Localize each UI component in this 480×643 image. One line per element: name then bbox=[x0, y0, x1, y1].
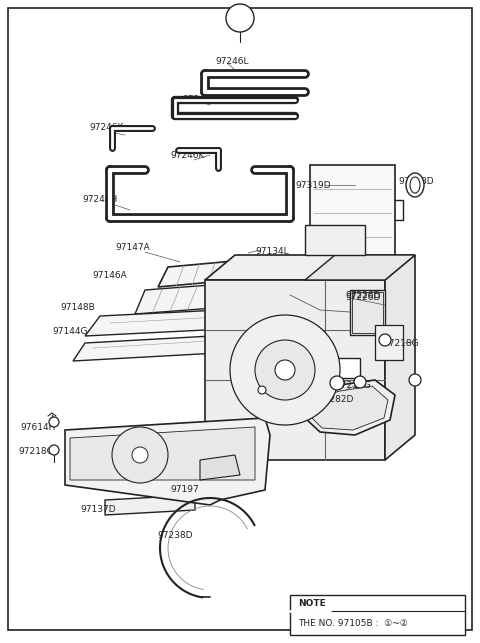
Text: 97134L: 97134L bbox=[255, 248, 288, 257]
Circle shape bbox=[409, 374, 421, 386]
Text: 97218G: 97218G bbox=[18, 448, 54, 457]
Circle shape bbox=[275, 360, 295, 380]
Polygon shape bbox=[310, 165, 395, 285]
Text: 97147A: 97147A bbox=[115, 244, 150, 253]
Polygon shape bbox=[295, 358, 360, 378]
Text: 97319D: 97319D bbox=[295, 181, 331, 190]
Polygon shape bbox=[385, 255, 415, 460]
Text: 97137D: 97137D bbox=[80, 505, 116, 514]
Circle shape bbox=[112, 427, 168, 483]
Polygon shape bbox=[350, 290, 385, 335]
Polygon shape bbox=[85, 308, 260, 336]
Text: 97148B: 97148B bbox=[60, 303, 95, 312]
Circle shape bbox=[354, 376, 366, 388]
Circle shape bbox=[230, 315, 340, 425]
Text: 97067: 97067 bbox=[258, 388, 287, 397]
Polygon shape bbox=[105, 495, 195, 515]
Polygon shape bbox=[305, 225, 365, 255]
Text: 97246K: 97246K bbox=[89, 123, 123, 132]
Polygon shape bbox=[305, 380, 395, 435]
Text: 97146A: 97146A bbox=[92, 271, 127, 280]
Polygon shape bbox=[352, 292, 383, 333]
Polygon shape bbox=[70, 427, 255, 480]
Text: 97246H: 97246H bbox=[82, 195, 117, 204]
Text: 97159C: 97159C bbox=[280, 343, 315, 352]
Text: 97100E: 97100E bbox=[297, 363, 329, 372]
Text: 97218G: 97218G bbox=[335, 381, 371, 390]
Polygon shape bbox=[200, 455, 240, 480]
Polygon shape bbox=[310, 386, 388, 430]
Circle shape bbox=[379, 334, 391, 346]
Ellipse shape bbox=[410, 177, 420, 193]
Polygon shape bbox=[205, 255, 415, 280]
Text: 97100E: 97100E bbox=[291, 363, 325, 372]
Polygon shape bbox=[205, 280, 385, 460]
Circle shape bbox=[226, 4, 254, 32]
Text: NOTE: NOTE bbox=[298, 599, 326, 608]
Text: 97108D: 97108D bbox=[398, 177, 433, 186]
Text: 97246J: 97246J bbox=[182, 96, 213, 105]
Polygon shape bbox=[305, 255, 415, 280]
Text: 97614H: 97614H bbox=[20, 424, 55, 433]
Circle shape bbox=[255, 340, 315, 400]
Text: 97246L: 97246L bbox=[215, 57, 249, 66]
Text: 97246K: 97246K bbox=[170, 150, 204, 159]
Text: 97238D: 97238D bbox=[157, 530, 192, 539]
Polygon shape bbox=[65, 418, 270, 505]
Circle shape bbox=[49, 417, 59, 427]
Polygon shape bbox=[295, 338, 315, 354]
Circle shape bbox=[132, 447, 148, 463]
Polygon shape bbox=[73, 335, 230, 361]
Circle shape bbox=[49, 445, 59, 455]
Text: 97226D: 97226D bbox=[345, 293, 380, 302]
Text: 97197: 97197 bbox=[170, 485, 199, 494]
Text: 97282D: 97282D bbox=[318, 395, 353, 404]
Polygon shape bbox=[375, 325, 403, 360]
Text: 97226D: 97226D bbox=[345, 291, 380, 300]
Text: 97144G: 97144G bbox=[52, 327, 87, 336]
Circle shape bbox=[330, 376, 344, 390]
Text: 2: 2 bbox=[236, 12, 244, 24]
Circle shape bbox=[258, 386, 266, 394]
Ellipse shape bbox=[406, 173, 424, 197]
Polygon shape bbox=[135, 282, 250, 314]
Text: 97218G: 97218G bbox=[383, 338, 419, 347]
Polygon shape bbox=[158, 257, 278, 287]
Text: THE NO. 97105B :  ①~②: THE NO. 97105B : ①~② bbox=[298, 619, 408, 628]
Polygon shape bbox=[290, 595, 465, 635]
